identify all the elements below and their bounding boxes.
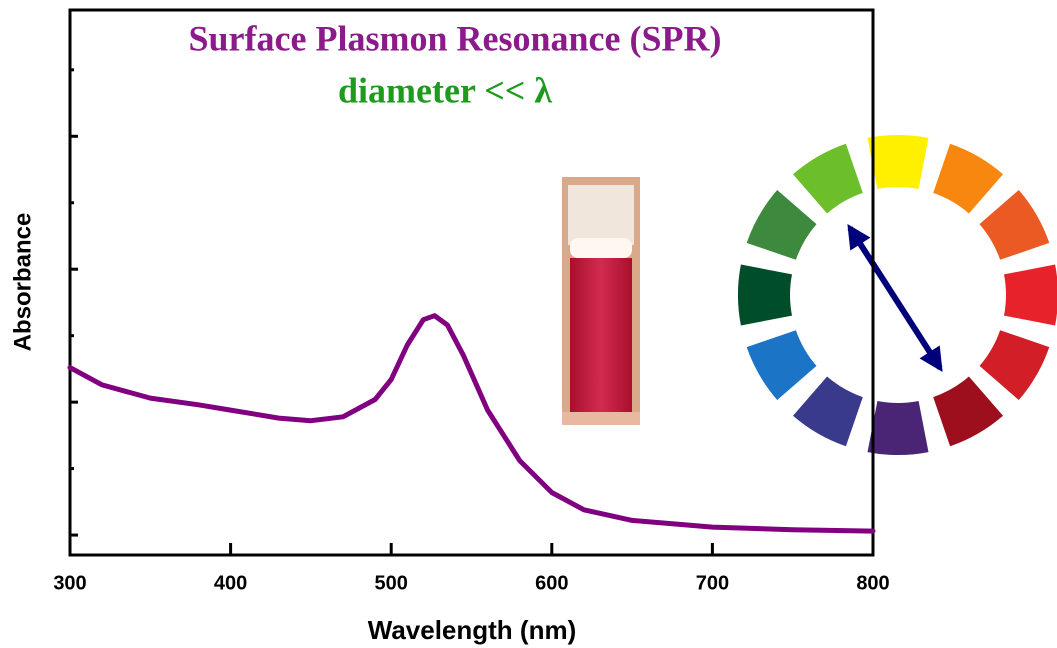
x-tick-label: 800 <box>856 572 889 594</box>
x-tick-label: 600 <box>535 572 568 594</box>
wheel-segment <box>793 144 863 214</box>
wheel-segment <box>738 265 792 326</box>
wheel-segment <box>1004 265 1057 326</box>
x-tick-label: 400 <box>214 572 247 594</box>
wheel-segment <box>868 135 929 189</box>
wheel-segment <box>980 330 1050 400</box>
wheel-segment <box>980 190 1050 260</box>
wheel-segment <box>747 190 817 260</box>
x-tick-label: 500 <box>375 572 408 594</box>
cuvette <box>562 177 640 425</box>
wheel-segment <box>933 377 1003 447</box>
wheel-segment <box>747 330 817 400</box>
page: Surface Plasmon Resonance (SPR) diameter… <box>0 0 1057 648</box>
color-wheel <box>738 135 1057 455</box>
wheel-segment <box>793 377 863 447</box>
x-axis-label: Wavelength (nm) <box>368 615 576 645</box>
chart: Surface Plasmon Resonance (SPR) diameter… <box>0 0 1057 648</box>
x-tick-label: 700 <box>696 572 729 594</box>
chart-title: Surface Plasmon Resonance (SPR) <box>189 18 722 58</box>
x-tick-label: 300 <box>53 572 86 594</box>
wheel-segment <box>933 144 1003 214</box>
chart-subtitle: diameter << λ <box>338 70 552 110</box>
complement-arrow <box>850 228 940 368</box>
wheel-segment <box>868 401 929 455</box>
y-axis-label: Absorbance <box>9 213 36 352</box>
